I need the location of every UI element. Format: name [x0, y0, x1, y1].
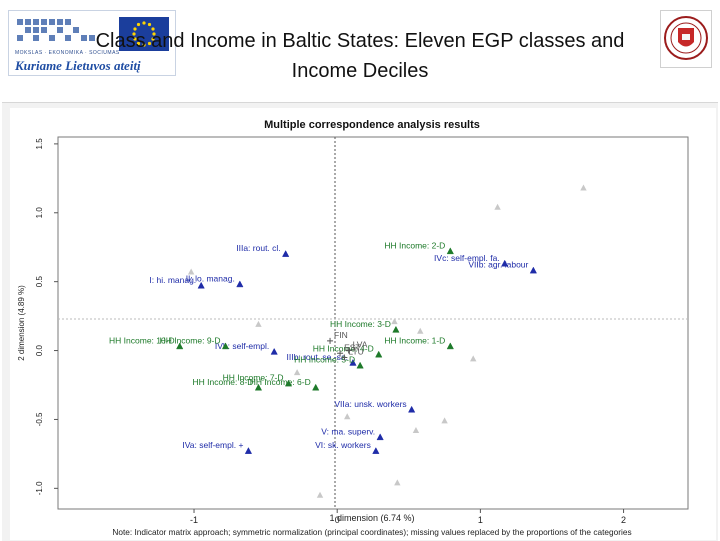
income-point [284, 379, 293, 387]
x-tick-label: -1 [190, 515, 198, 525]
income-point-label: HH Income: 8-D [193, 377, 254, 387]
project-logo: MOKSLAS · EKONOMIKA · SOCIUMAS Kuriame L… [8, 10, 176, 76]
class-point-label: IIIb: rout. se.-sa. [287, 352, 348, 362]
slide-title: Class and Income in Baltic States: Eleve… [0, 26, 720, 86]
income-point [254, 383, 263, 391]
country-point-label: EST [344, 342, 361, 352]
class-point-label: II: lo. manag. [186, 273, 235, 283]
income-point-label: HH Income: 1-D [384, 335, 445, 345]
unlabelled-point [417, 327, 424, 334]
unlabelled-point [580, 184, 587, 191]
y-tick-label: 0.0 [35, 344, 44, 356]
y-tick-label: -0.5 [35, 412, 44, 426]
class-point [349, 358, 357, 366]
class-point [236, 280, 244, 288]
y-tick-label: 0.5 [35, 276, 44, 288]
y-axis-label: 2 dimension (4.89 %) [17, 285, 26, 361]
unlabelled-point [187, 268, 195, 275]
class-point-label: IVb: self-empl. [215, 341, 269, 351]
class-point [408, 405, 416, 413]
eu-flag-icon [119, 17, 169, 51]
income-point-label: HH Income: 9-D [160, 335, 221, 345]
y-tick-label: 1.0 [35, 207, 44, 219]
country-point-label: LTU [348, 346, 363, 356]
class-point [501, 259, 509, 267]
class-point [529, 266, 537, 274]
income-point [446, 342, 454, 350]
class-point [270, 347, 278, 355]
country-point [345, 347, 352, 354]
class-point-label: I: hi. manag. [149, 275, 196, 285]
chart-note: Note: Indicator matrix approach; symmetr… [112, 527, 631, 537]
class-point-label: V: ma. superv. [321, 426, 375, 436]
country-point [341, 354, 348, 361]
class-point-label: VIIb: agr. labour [468, 260, 528, 270]
x-tick-label: 1 [478, 515, 483, 525]
income-point [356, 361, 364, 369]
country-point [327, 337, 334, 344]
unlabelled-point [344, 413, 351, 420]
points-layer: I: hi. manag.II: lo. manag. IIIa: rout. c… [109, 184, 587, 498]
unlabelled-point [470, 355, 477, 362]
unlabelled-point [255, 320, 262, 327]
y-tick-label: 1.5 [35, 138, 44, 150]
unlabelled-point [316, 491, 324, 498]
slide-title-line-2: Income Deciles [291, 60, 429, 82]
unlabelled-point [441, 417, 448, 424]
class-point-label: VI: sk. workers [315, 440, 371, 450]
class-point [244, 447, 253, 454]
x-tick-label: 0 [335, 515, 340, 525]
unlabelled-point [293, 369, 301, 376]
income-point-label: HH Income: 4-D [313, 344, 374, 354]
income-point-label: HH Income: 5-D [294, 355, 355, 365]
income-point-label: HH Income: 6-D [250, 377, 311, 387]
country-point-label: LVA [353, 340, 368, 350]
income-point-label: HH Income: 10-D [109, 335, 175, 345]
country-point [337, 350, 344, 357]
plot-area [57, 136, 689, 510]
income-point [221, 342, 230, 350]
class-point [282, 250, 290, 257]
unlabelled-point [494, 203, 501, 210]
class-point-label: VIIa: unsk. workers [334, 399, 406, 409]
income-point [176, 342, 184, 350]
unlabelled-point [394, 479, 401, 486]
class-point-label: IVc: self-empl. fa. [434, 253, 500, 263]
income-point [392, 325, 400, 333]
unlabelled-point [391, 318, 398, 325]
income-point-label: HH Income: 3-D [330, 319, 391, 329]
logo-small-text: MOKSLAS · EKONOMIKA · SOCIUMAS [15, 50, 120, 56]
income-point-label: HH Income: 7-D [223, 373, 284, 383]
blocks-logo-icon [17, 19, 95, 41]
class-point-label: IIIa: rout. cl. [236, 243, 280, 253]
income-point [312, 383, 320, 391]
university-crest [660, 10, 712, 68]
y-tick-label: -1.0 [35, 481, 44, 495]
plot-background [10, 108, 716, 540]
income-point-label: HH Income: 2-D [384, 240, 445, 250]
x-axis: -1 0 1 2 [190, 509, 626, 525]
country-point-label: FIN [334, 330, 348, 340]
y-axis: 1.5 1.0 0.5 0.0 -0.5 -1.0 [35, 138, 58, 495]
x-axis-label: 1 dimension (6.74 %) [329, 513, 414, 523]
income-point [375, 350, 383, 358]
class-point-label: IVa: self-empl. + [182, 440, 243, 450]
slide-title-line-1: Class and Income in Baltic States: Eleve… [95, 30, 625, 52]
logo-slogan: Kuriame Lietuvos ateitį [15, 58, 141, 73]
class-point [372, 447, 380, 454]
class-point [376, 433, 384, 441]
class-point [197, 281, 205, 289]
income-point [446, 247, 454, 255]
university-crest-icon [664, 16, 708, 60]
unlabelled-point [412, 426, 420, 433]
chart-title: Multiple correspondence analysis results [264, 119, 480, 131]
x-tick-label: 2 [621, 515, 626, 525]
